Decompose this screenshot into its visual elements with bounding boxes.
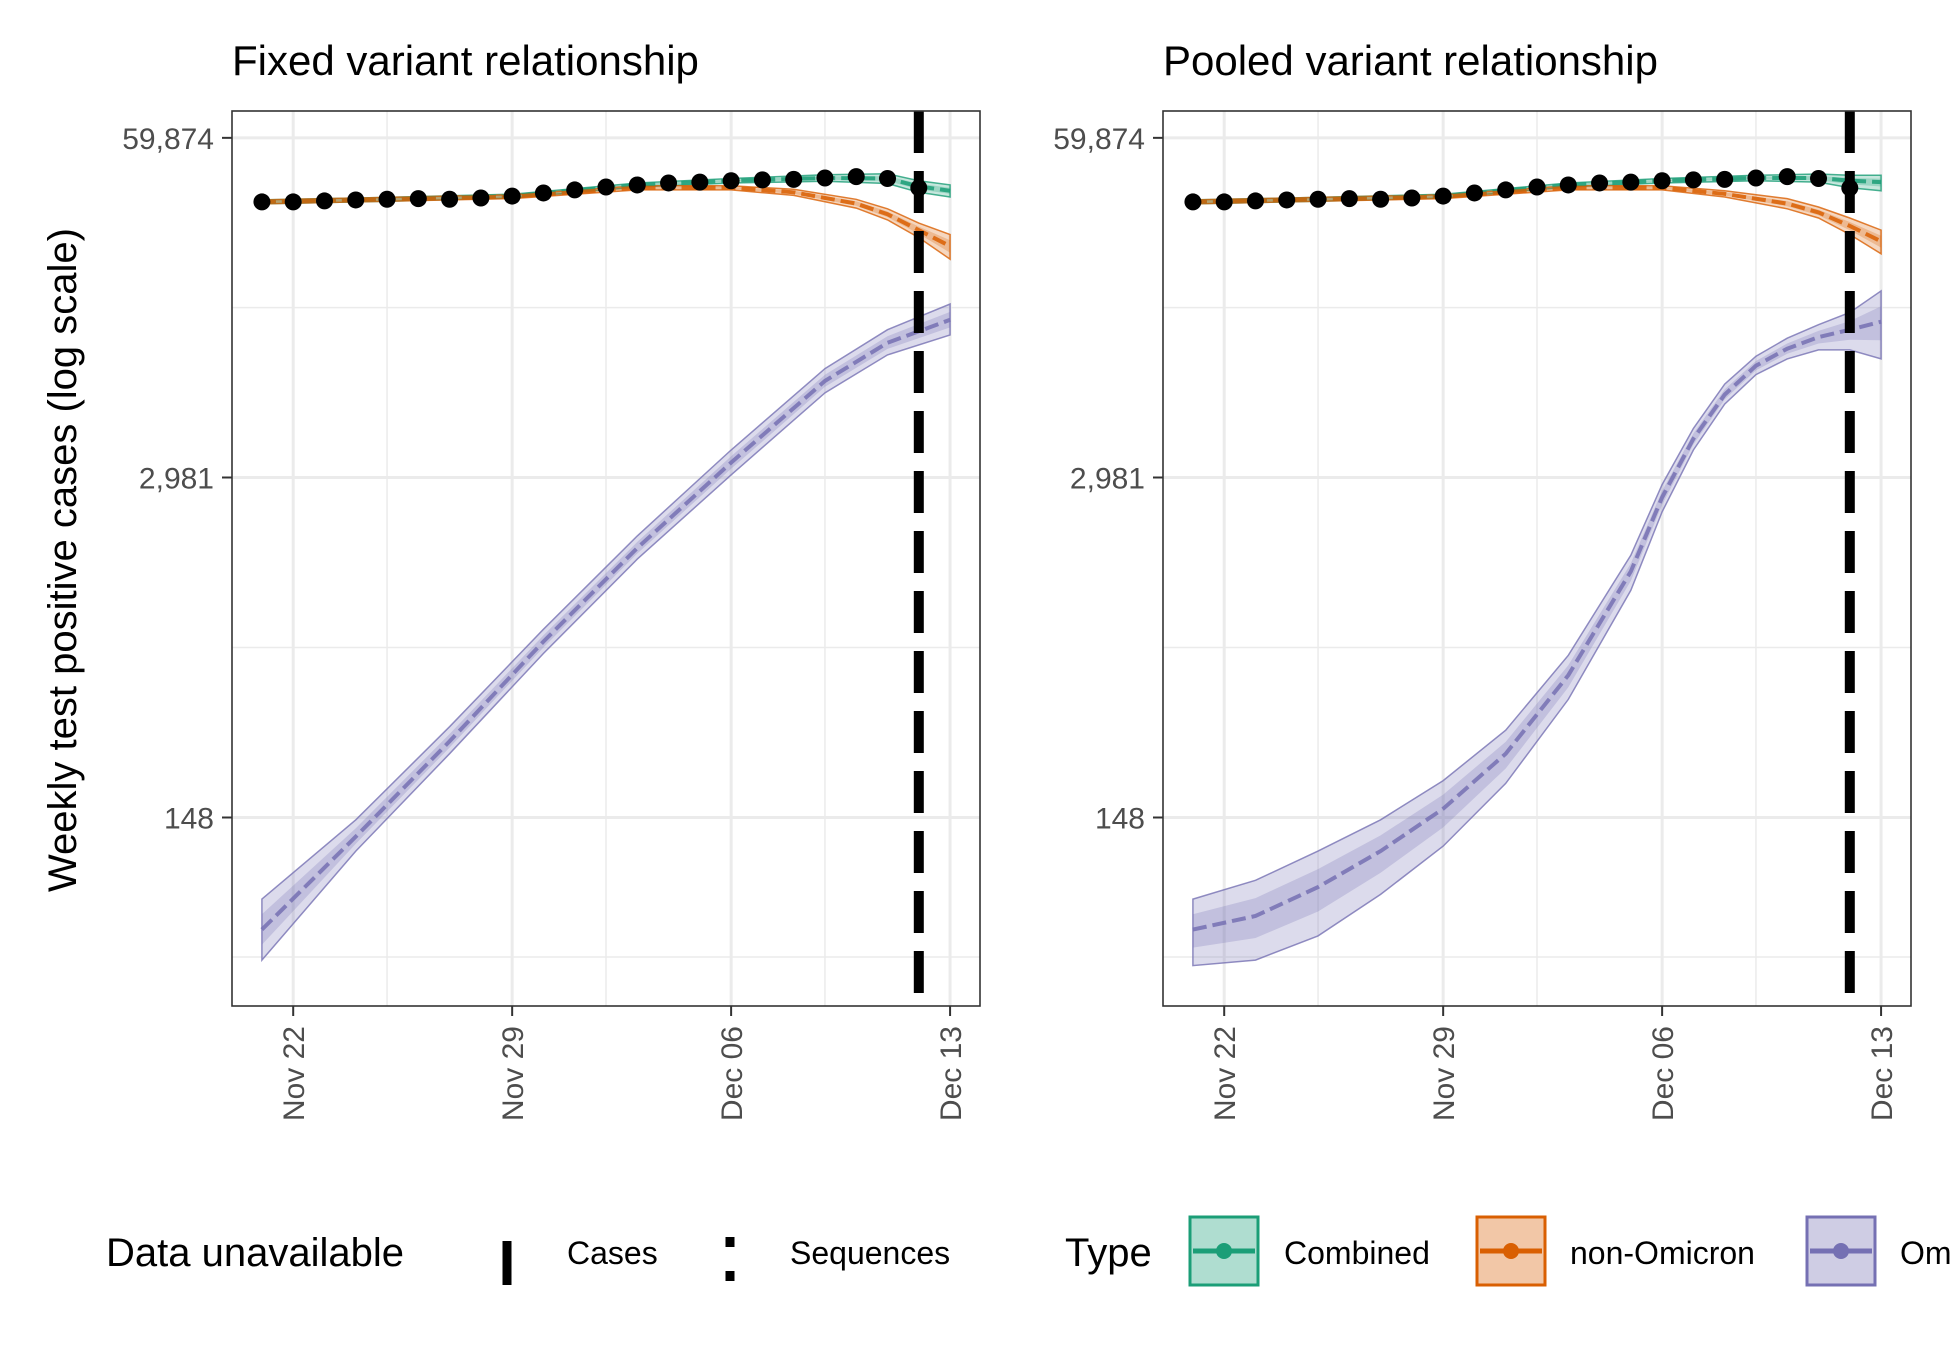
observed-point xyxy=(1278,191,1296,209)
legend-label-cases: Cases xyxy=(567,1235,658,1271)
observed-point xyxy=(816,169,834,187)
x-tick-label: Dec 06 xyxy=(716,1026,749,1121)
panel-pooled: Pooled variant relationship 59,874 2,981… xyxy=(1053,37,1912,1121)
y-tick-label: 148 xyxy=(164,803,214,836)
grid-fixed xyxy=(232,111,980,1006)
line-omicron xyxy=(1192,319,1882,932)
observed-point xyxy=(1372,190,1390,208)
panel-fixed: Fixed variant relationship 59,874 2,981 … xyxy=(122,37,981,1121)
legend-key-omicron-point xyxy=(1833,1243,1849,1259)
x-axis-pooled: Nov 22 Nov 29 Dec 06 Dec 13 xyxy=(1209,1006,1899,1121)
observed-point xyxy=(1778,168,1796,186)
observed-point xyxy=(691,173,709,191)
legend-type: Type Combined non-Omicron Om xyxy=(1065,1215,1950,1287)
legend-key-omicron xyxy=(1805,1215,1877,1287)
y-tick-label: 2,981 xyxy=(1070,463,1145,496)
observed-point xyxy=(628,176,646,194)
x-tick-label: Dec 13 xyxy=(1866,1026,1899,1121)
legend-key-non-omicron-point xyxy=(1503,1243,1519,1259)
y-tick-label: 59,874 xyxy=(122,123,214,156)
observed-point xyxy=(753,171,771,189)
observed-point xyxy=(1653,172,1671,190)
observed-point xyxy=(1434,187,1452,205)
legend-data-unavailable: Data unavailable Cases Sequences xyxy=(106,1231,950,1287)
x-tick-label: Nov 29 xyxy=(1428,1026,1461,1121)
observed-point xyxy=(1559,176,1577,194)
observed-point xyxy=(1528,178,1546,196)
observed-point xyxy=(347,191,365,209)
x-tick-label: Dec 06 xyxy=(1647,1026,1680,1121)
observed-point xyxy=(1184,193,1202,211)
observed-point xyxy=(1684,171,1702,189)
y-axis-fixed: 59,874 2,981 148 xyxy=(122,123,232,836)
observed-point xyxy=(566,181,584,199)
ribbon-omicron xyxy=(1192,289,1882,967)
y-tick-label: 2,981 xyxy=(139,463,214,496)
observed-point xyxy=(785,170,803,188)
y-tick-label: 59,874 xyxy=(1053,123,1145,156)
panel-border-pooled xyxy=(1162,110,1912,1007)
observed-point xyxy=(1747,169,1765,187)
legend-label-omicron: Om xyxy=(1900,1235,1950,1271)
observed-point xyxy=(472,189,490,207)
observed-point xyxy=(441,190,459,208)
legend-label-non-omicron: non-Omicron xyxy=(1570,1235,1755,1271)
x-tick-label: Nov 29 xyxy=(497,1026,530,1121)
observed-point xyxy=(597,178,615,196)
panel-border-fixed xyxy=(231,110,981,1007)
observed-point xyxy=(1497,181,1515,199)
legend-label-sequences: Sequences xyxy=(790,1235,950,1271)
observed-point xyxy=(409,190,427,208)
legend-key-combined-point xyxy=(1216,1243,1232,1259)
y-axis-pooled: 59,874 2,981 148 xyxy=(1053,123,1163,836)
observed-point xyxy=(847,168,865,186)
x-tick-label: Nov 22 xyxy=(1209,1026,1242,1121)
observed-point xyxy=(1403,189,1421,207)
observed-point xyxy=(660,174,678,192)
grid-pooled xyxy=(1163,111,1911,1006)
legend-title-type: Type xyxy=(1065,1231,1152,1275)
x-axis-fixed: Nov 22 Nov 29 Dec 06 Dec 13 xyxy=(278,1006,968,1121)
observed-point xyxy=(284,193,302,211)
observed-point xyxy=(1810,170,1828,188)
x-tick-label: Dec 13 xyxy=(935,1026,968,1121)
panel-title-pooled: Pooled variant relationship xyxy=(1163,37,1658,84)
legend-key-combined xyxy=(1188,1215,1260,1287)
observed-point xyxy=(722,172,740,190)
observed-point xyxy=(1622,173,1640,191)
y-tick-label: 148 xyxy=(1095,803,1145,836)
y-axis-title: Weekly test positive cases (log scale) xyxy=(41,228,85,892)
legend-title-unavailable: Data unavailable xyxy=(106,1231,404,1275)
observed-point xyxy=(253,193,271,211)
observed-point xyxy=(1716,170,1734,188)
observed-point xyxy=(1591,174,1609,192)
observed-point xyxy=(1215,193,1233,211)
observed-points-fixed xyxy=(253,168,928,211)
x-tick-label: Nov 22 xyxy=(278,1026,311,1121)
observed-point xyxy=(1340,190,1358,208)
observed-point xyxy=(1309,190,1327,208)
observed-point xyxy=(315,192,333,210)
observed-point xyxy=(1246,192,1264,210)
observed-point xyxy=(378,190,396,208)
legend-key-non-omicron xyxy=(1475,1215,1547,1287)
observed-point xyxy=(879,170,897,188)
panel-title-fixed: Fixed variant relationship xyxy=(232,37,699,84)
observed-point xyxy=(1465,184,1483,202)
ribbon-omicron xyxy=(261,302,951,963)
observed-point xyxy=(503,187,521,205)
legend-label-combined: Combined xyxy=(1284,1235,1430,1271)
observed-point xyxy=(534,184,552,202)
